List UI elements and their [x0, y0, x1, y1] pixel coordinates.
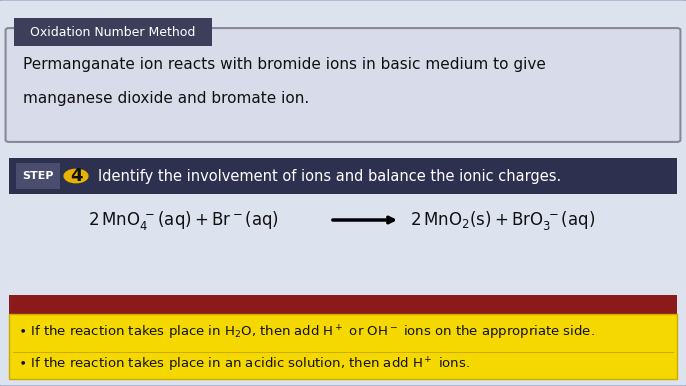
Text: Oxidation Number Method: Oxidation Number Method — [30, 25, 196, 39]
Bar — [9, 314, 677, 379]
Text: STEP: STEP — [22, 171, 54, 181]
Text: $2\,\mathrm{MnO_4^{\;-}}$$\mathrm{(aq) + Br^-(aq)}$: $2\,\mathrm{MnO_4^{\;-}}$$\mathrm{(aq) +… — [88, 208, 279, 232]
FancyBboxPatch shape — [5, 28, 681, 142]
Bar — [9, 158, 677, 194]
Circle shape — [64, 169, 88, 183]
Text: Permanganate ion reacts with bromide ions in basic medium to give: Permanganate ion reacts with bromide ion… — [23, 58, 546, 73]
Text: $\bullet$ If the reaction takes place in $\mathrm{H_2O}$, then add $\mathrm{H^+}: $\bullet$ If the reaction takes place in… — [18, 324, 595, 342]
Bar — [14, 18, 212, 46]
Text: Identify the involvement of ions and balance the ionic charges.: Identify the involvement of ions and bal… — [98, 169, 561, 183]
Bar — [9, 295, 677, 315]
Bar — [16, 163, 60, 189]
Text: $2\,\mathrm{MnO_2(s) + BrO_3^{\;-}(aq)}$: $2\,\mathrm{MnO_2(s) + BrO_3^{\;-}(aq)}$ — [410, 208, 595, 232]
Text: manganese dioxide and bromate ion.: manganese dioxide and bromate ion. — [23, 90, 309, 105]
Text: 4: 4 — [70, 167, 82, 185]
Text: $\bullet$ If the reaction takes place in an acidic solution, then add $\mathrm{H: $\bullet$ If the reaction takes place in… — [18, 356, 470, 374]
